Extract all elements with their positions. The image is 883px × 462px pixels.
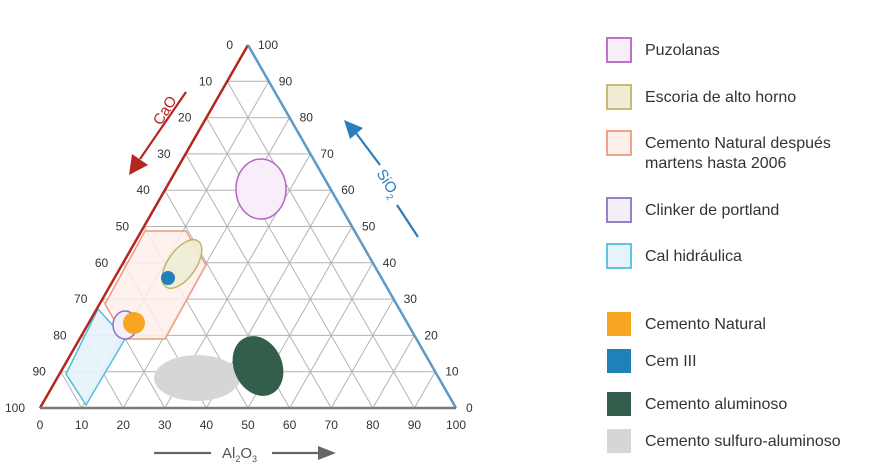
legend-swatch	[607, 312, 631, 336]
bottom-tick-label: 50	[241, 418, 255, 432]
right-tick-label: 0	[466, 401, 473, 415]
right-tick-label: 10	[445, 365, 459, 379]
sio2-edge	[246, 44, 458, 409]
regions	[65, 158, 287, 407]
al2o3-arrow-head	[318, 446, 336, 460]
bottom-tick-label: 20	[117, 418, 131, 432]
bottom-tick-label: 80	[366, 418, 380, 432]
legend-swatch	[607, 349, 631, 373]
bottom-tick-label: 70	[325, 418, 339, 432]
right-tick-label: 70	[320, 147, 334, 161]
grid-line	[413, 371, 436, 409]
legend-label: Cemento Natural	[645, 316, 766, 333]
legend-item: Cemento Natural después martens hasta 200…	[606, 130, 831, 172]
legend-item: Cemento aluminoso	[607, 392, 787, 416]
legend-item: Clinker de portland	[606, 197, 779, 223]
legend-label: Clinker de portland	[645, 202, 779, 219]
bottom-tick-label: 40	[200, 418, 214, 432]
al2o3-axis-label: Al2O3	[154, 445, 336, 462]
sio2-axis-label: SiO2	[344, 120, 419, 238]
legend-swatch	[606, 130, 632, 156]
legend: Puzolanas Escoria de alto horno Cemento Na…	[606, 37, 841, 453]
right-tick-label: 40	[383, 256, 397, 270]
left-tick-label: 0	[226, 38, 233, 52]
cao-axis-label: CaO	[129, 91, 187, 175]
cao-arrow-head	[129, 154, 148, 175]
bottom-tick-label: 90	[408, 418, 422, 432]
marker-cemento-natural	[123, 312, 145, 334]
cao-edge	[38, 44, 250, 409]
legend-label: Puzolanas	[645, 42, 720, 59]
sio2-arrow-line	[355, 132, 381, 166]
region-puzolanas	[235, 158, 287, 220]
legend-label: Cemento Natural después martens hasta 200…	[645, 135, 831, 172]
legend-item: Cemento Natural	[607, 312, 766, 336]
sio2-label: SiO2	[371, 166, 403, 202]
right-tick-label: 20	[424, 328, 438, 342]
legend-item: Puzolanas	[606, 37, 720, 63]
right-tick-label: 100	[258, 38, 278, 52]
cao-arrow-line	[139, 91, 187, 160]
right-tick-label: 80	[300, 111, 314, 125]
legend-swatch	[607, 392, 631, 416]
legend-swatch	[606, 243, 632, 269]
region-cemento-aluminoso	[232, 336, 284, 396]
legend-item: Cem III	[607, 349, 697, 373]
bottom-tick-label: 10	[75, 418, 89, 432]
marker-cem-iii	[161, 271, 175, 285]
legend-item: Escoria de alto horno	[606, 84, 796, 110]
left-tick-label: 100	[5, 401, 25, 415]
legend-item: Cemento sulfuro-aluminoso	[607, 429, 841, 453]
cao-label: CaO	[150, 93, 181, 128]
grid-line	[185, 153, 332, 409]
right-tick-label: 30	[404, 292, 418, 306]
al2o3-label: Al2O3	[222, 445, 257, 462]
tick-labels: 0 10 20 30 40 50 60 70 80 90 100010203040506070809…	[5, 38, 473, 432]
left-tick-label: 80	[53, 328, 67, 342]
bottom-tick-label: 0	[37, 418, 44, 432]
bottom-tick-label: 60	[283, 418, 297, 432]
legend-label: Cemento sulfuro-aluminoso	[645, 433, 841, 450]
legend-swatch	[606, 37, 632, 63]
left-tick-label: 90	[32, 365, 46, 379]
left-tick-label: 70	[74, 292, 88, 306]
legend-label: Cal hidráulica	[645, 248, 742, 265]
region-cemento-sulfuro-aluminoso	[154, 355, 240, 401]
right-tick-label: 90	[279, 74, 293, 88]
grid-line	[226, 81, 415, 409]
legend-swatch	[607, 429, 631, 453]
grid-line	[330, 298, 395, 409]
legend-label: Escoria de alto horno	[645, 89, 796, 106]
grid-line	[60, 371, 83, 409]
left-tick-label: 60	[95, 256, 109, 270]
right-tick-label: 60	[341, 183, 355, 197]
legend-swatch	[606, 84, 632, 110]
left-tick-label: 10	[199, 74, 213, 88]
legend-swatch	[606, 197, 632, 223]
grid-line	[205, 117, 374, 409]
left-tick-label: 20	[178, 111, 192, 125]
legend-label: Cem III	[645, 353, 697, 370]
bottom-tick-label: 30	[158, 418, 172, 432]
legend-label: Cemento aluminoso	[645, 396, 787, 413]
left-tick-label: 30	[157, 147, 171, 161]
right-tick-label: 50	[362, 220, 376, 234]
sio2-tail-line	[396, 204, 419, 238]
sio2-arrow-head	[344, 120, 363, 139]
bottom-tick-label: 100	[446, 418, 466, 432]
legend-item: Cal hidráulica	[606, 243, 742, 269]
left-tick-label: 50	[116, 220, 130, 234]
left-tick-label: 40	[136, 183, 150, 197]
